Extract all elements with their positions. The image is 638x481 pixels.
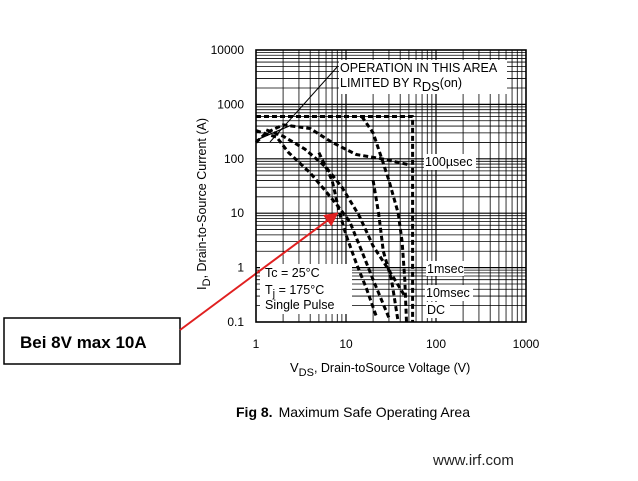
soa-boundary-6 [371, 180, 400, 323]
y-tick-label: 100 [224, 152, 244, 166]
y-tick-label: 10000 [211, 43, 245, 57]
rds-note-line2: LIMITED BY RDS(on) [340, 76, 462, 94]
soa-curve-dc [317, 151, 379, 319]
y-tick-label: 1000 [217, 97, 244, 111]
label-dc: DC [427, 303, 445, 317]
callout-text: Bei 8V max 10A [20, 333, 147, 352]
x-tick-labels: 1 10 100 1000 [253, 337, 540, 351]
callout-arrow [179, 212, 339, 331]
tdc-bg [426, 302, 450, 318]
cond-pulse: Single Pulse [265, 298, 335, 312]
y-tick-label: 10 [231, 206, 245, 220]
figure-caption: Fig 8. Maximum Safe Operating Area [236, 404, 470, 420]
y-axis-title: ID, Drain-to-Source Current (A) [194, 118, 213, 290]
irf-url: www.irf.com [432, 452, 514, 469]
x-axis-title: VDS, Drain-toSource Voltage (V) [290, 360, 470, 379]
soa-curve-1msec [265, 128, 407, 297]
soa-boundary-7 [255, 124, 293, 141]
y-tick-label: 1 [237, 261, 244, 275]
label-100usec: 100µsec [425, 155, 473, 169]
rds-note-leader [269, 65, 339, 143]
soa-boundary-5 [360, 115, 408, 323]
callout-box [3, 317, 181, 365]
y-tick-labels: 0.1 1 10 100 1000 10000 [211, 43, 245, 329]
cond-tj: Tj = 175°C [265, 283, 324, 300]
rds-note-line1: OPERATION IN THIS AREA [340, 61, 498, 75]
soa-curve-10msec [255, 129, 391, 319]
cond-bg [260, 264, 352, 314]
x-tick-label: 10 [339, 337, 353, 351]
x-tick-label: 1000 [513, 337, 540, 351]
plot-frame [255, 49, 527, 323]
t100us-bg [424, 154, 476, 170]
x-tick-label: 100 [426, 337, 446, 351]
rds-note-bg [339, 60, 507, 94]
label-1msec: 1msec [427, 262, 464, 276]
t1ms-bg [426, 261, 464, 276]
y-tick-label: 0.1 [227, 315, 244, 329]
label-10msec: 10msec [426, 286, 470, 300]
x-tick-label: 1 [253, 337, 260, 351]
cond-tc: Tc = 25°C [265, 266, 320, 280]
t10ms-bg [425, 285, 473, 301]
soa-curves [254, 115, 415, 323]
soa-boundary-4 [256, 115, 415, 322]
